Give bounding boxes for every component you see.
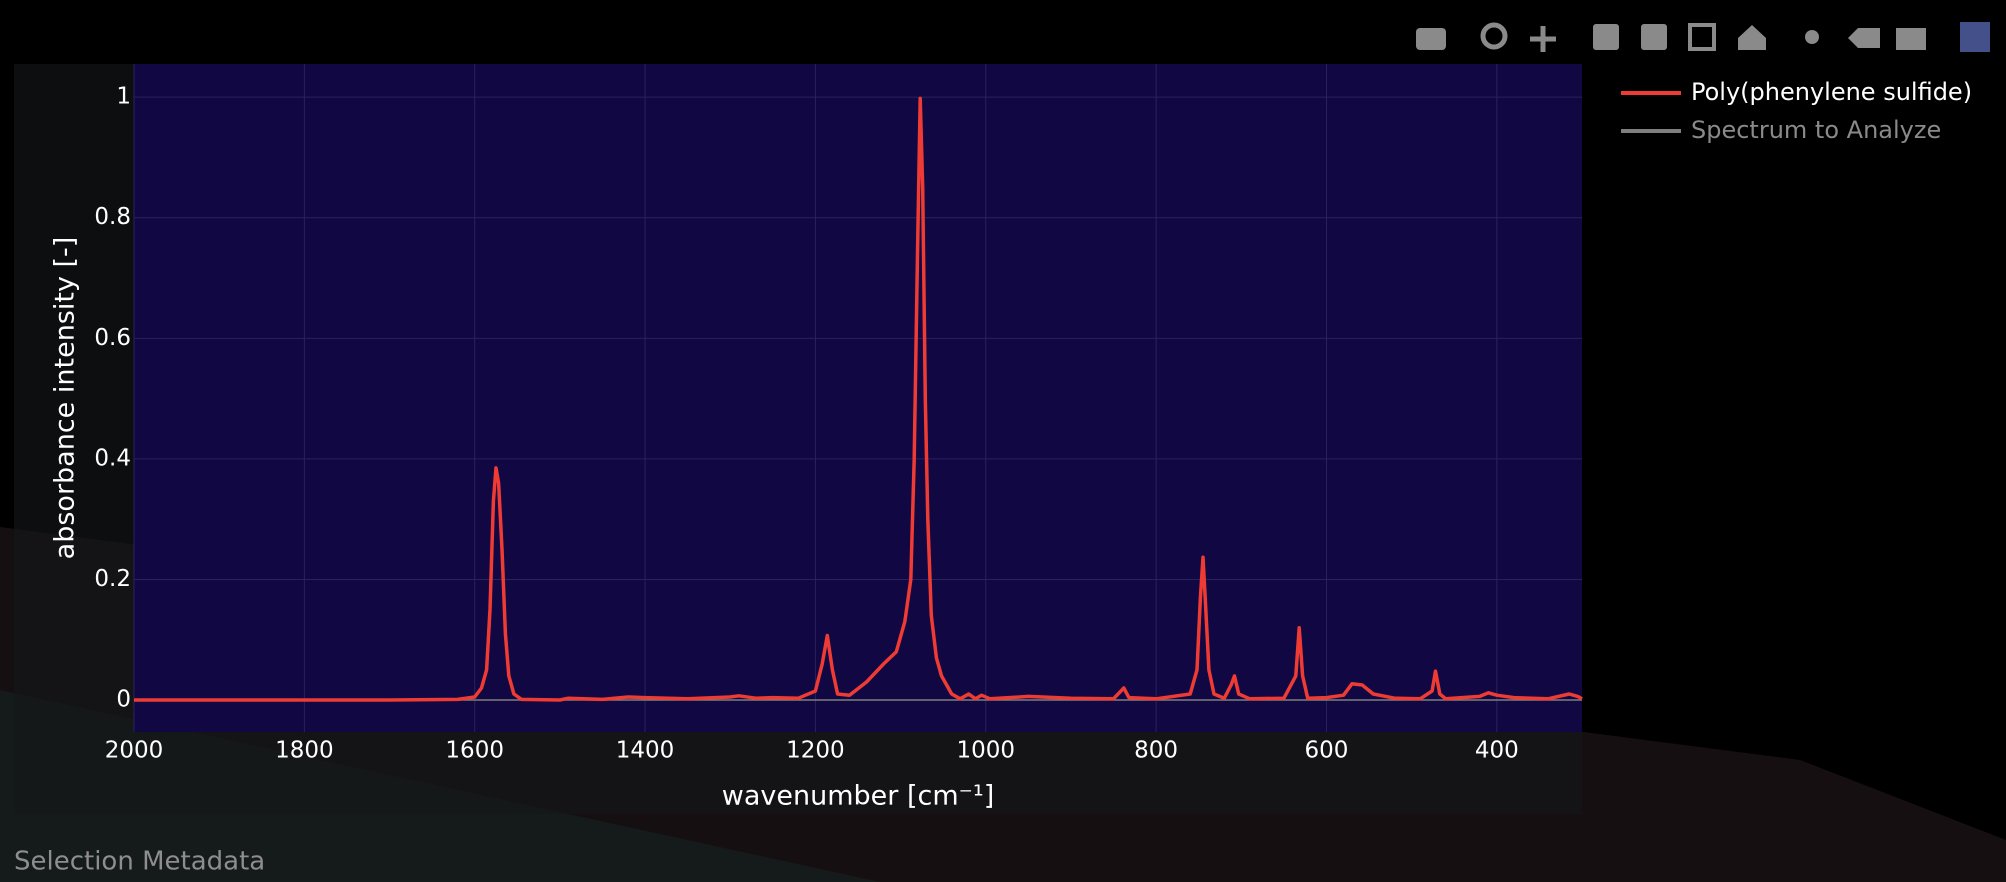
x-tick-label: 2000	[105, 738, 164, 764]
x-tick-label: 1600	[445, 738, 504, 764]
series-line	[134, 96, 1583, 702]
reset-icon[interactable]	[1738, 25, 1766, 50]
autoscale-icon[interactable]	[1688, 23, 1716, 51]
logo-icon[interactable]	[1960, 22, 1990, 52]
x-tick-label: 400	[1475, 738, 1519, 764]
x-tick-label: 1200	[786, 738, 845, 764]
legend-label[interactable]: Spectrum to Analyze	[1691, 116, 1941, 144]
zoom-icon[interactable]	[1480, 22, 1508, 50]
toolbar	[1416, 22, 1990, 52]
x-tick-label: 1800	[275, 738, 334, 764]
y-tick-label: 1	[116, 84, 131, 110]
zoom-out-icon[interactable]	[1641, 24, 1667, 50]
legend-label[interactable]: Poly(phenylene sulfide)	[1691, 78, 1972, 106]
y-tick-label: 0.2	[94, 566, 131, 592]
x-tick-label: 1400	[616, 738, 675, 764]
x-axis-label: wavenumber [cm⁻¹]	[722, 781, 994, 812]
x-tick-label: 600	[1305, 738, 1349, 764]
footer-title: Selection Metadata	[14, 847, 265, 877]
y-tick-label: 0.8	[94, 204, 131, 230]
y-tick-label: 0.6	[94, 325, 131, 351]
pan-icon[interactable]	[1530, 26, 1556, 52]
camera-icon[interactable]	[1416, 28, 1446, 50]
zoom-in-icon[interactable]	[1593, 24, 1619, 50]
y-tick-label: 0.4	[94, 445, 131, 471]
hover-closest-icon[interactable]	[1848, 28, 1880, 48]
x-tick-label: 1000	[956, 738, 1015, 764]
y-axis-label: absorbance intensity [-]	[50, 237, 81, 560]
hover-compare-icon[interactable]	[1896, 28, 1926, 50]
plot-area	[134, 64, 1582, 732]
x-tick-label: 800	[1134, 738, 1178, 764]
y-tick-label: 0	[116, 687, 131, 713]
spike-icon[interactable]	[1805, 30, 1819, 44]
